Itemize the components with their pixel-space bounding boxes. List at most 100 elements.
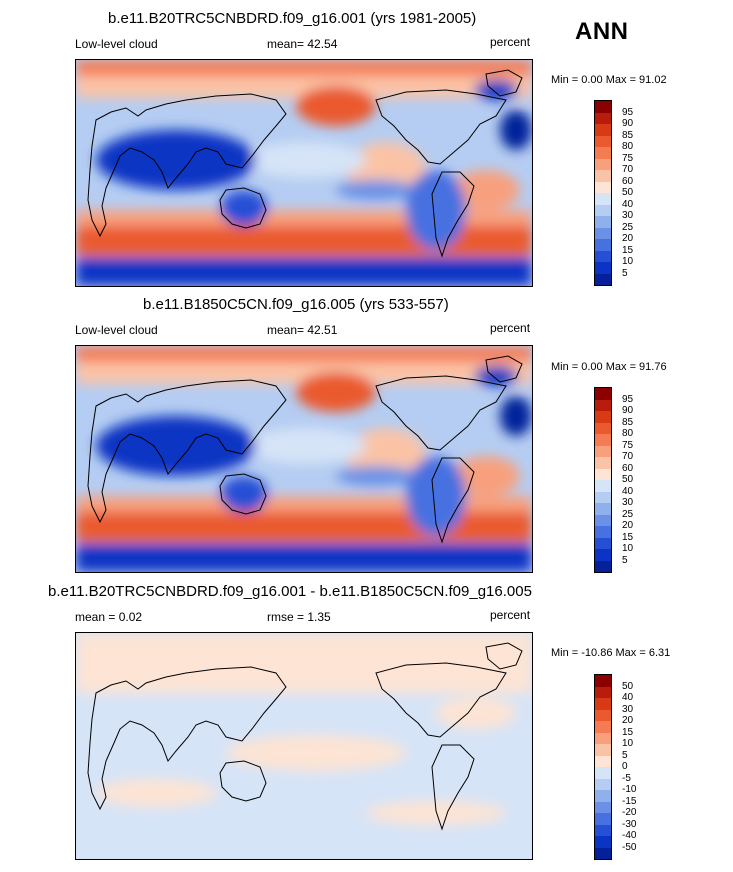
colorbar-swatch: [595, 101, 611, 113]
panel1-minmax: Min = 0.00 Max = 91.02: [551, 74, 667, 86]
panel3-rmse-label: rmse = 1.35: [267, 610, 331, 624]
colorbar-tick-label: 50: [622, 680, 634, 692]
colorbar-tick-label: 10: [622, 256, 634, 267]
colorbar-swatch: [595, 273, 611, 285]
colorbar-swatch: [595, 170, 611, 182]
panel3-units-label: percent: [490, 608, 531, 622]
coastline: [485, 642, 523, 670]
panel1-mean-label: mean= 42.54: [267, 37, 338, 51]
colorbar-tick-label: 20: [622, 715, 634, 726]
colorbar-swatch: [595, 227, 611, 239]
colorbar-tick-label: 60: [622, 175, 634, 187]
colorbar-swatch: [595, 147, 611, 159]
colorbar-tick-label: 0: [622, 761, 628, 772]
coastline: [219, 473, 267, 515]
colorbar-tick-label: -50: [622, 841, 637, 853]
colorbar-swatch: [595, 721, 611, 733]
panel1-colorbar: [594, 100, 612, 286]
colorbar-tick-label: 30: [622, 497, 634, 508]
colorbar-swatch: [595, 514, 611, 526]
colorbar-swatch: [595, 709, 611, 721]
colorbar-swatch: [595, 526, 611, 538]
panel1-title: b.e11.B20TRC5CNBDRD.f09_g16.001 (yrs 198…: [108, 10, 477, 27]
colorbar-tick-label: -40: [622, 830, 637, 841]
colorbar-swatch: [595, 112, 611, 124]
colorbar-swatch: [595, 698, 611, 710]
panel2-minmax: Min = 0.00 Max = 91.76: [551, 361, 667, 373]
control-svg: [76, 346, 532, 572]
colorbar-swatch: [595, 732, 611, 744]
colorbar-swatch: [595, 239, 611, 251]
colorbar-swatch: [595, 457, 611, 469]
coastline: [431, 457, 475, 544]
colorbar-tick-label: -15: [622, 795, 637, 807]
colorbar-tick-label: 20: [622, 520, 634, 531]
colorbar-swatch: [595, 503, 611, 515]
coastline: [375, 375, 507, 451]
coastline: [431, 744, 475, 831]
colorbar-swatch: [595, 468, 611, 480]
colorbar-tick-label: 60: [622, 462, 634, 474]
colorbar-tick-label: 30: [622, 703, 634, 715]
colorbar-tick-label: 15: [622, 726, 634, 738]
coastline: [87, 93, 287, 238]
colorbar-tick-label: 95: [622, 106, 634, 118]
colorbar-tick-label: 50: [622, 474, 634, 485]
colorbar-tick-label: 15: [622, 244, 634, 256]
colorbar-tick-label: 10: [622, 543, 634, 554]
colorbar-swatch: [595, 250, 611, 262]
colorbar-swatch: [595, 124, 611, 136]
colorbar-swatch: [595, 847, 611, 859]
coastline: [87, 379, 287, 524]
colorbar-tick-label: 40: [622, 692, 634, 703]
colorbar-swatch: [595, 158, 611, 170]
colorbar-tick-label: -30: [622, 818, 637, 830]
difference-map: [75, 632, 533, 860]
colorbar-tick-label: 40: [622, 198, 634, 210]
panel1-units-label: percent: [490, 35, 531, 49]
colorbar-swatch: [595, 399, 611, 411]
coastline: [485, 69, 523, 97]
colorbar-swatch: [595, 262, 611, 274]
colorbar-swatch: [595, 422, 611, 434]
colorbar-tick-label: 70: [622, 451, 634, 462]
colorbar-tick-label: -20: [622, 807, 637, 818]
colorbar-swatch: [595, 790, 611, 802]
colorbar-swatch: [595, 204, 611, 216]
panel3-mean-label: mean = 0.02: [75, 610, 143, 624]
panel2-title: b.e11.B1850C5CN.f09_g16.005 (yrs 533-557…: [143, 296, 449, 313]
colorbar-tick-label: 25: [622, 508, 634, 520]
colorbar-swatch: [595, 755, 611, 767]
colorbar-swatch: [595, 491, 611, 503]
panel3-colorbar: [594, 674, 612, 860]
colorbar-tick-label: 5: [622, 749, 628, 761]
colorbar-tick-label: 40: [622, 485, 634, 497]
colorbar-swatch: [595, 388, 611, 400]
colorbar-swatch: [595, 767, 611, 779]
colorbar-swatch: [595, 480, 611, 492]
colorbar-tick-label: 90: [622, 405, 634, 416]
colorbar-tick-label: 5: [622, 554, 628, 566]
coastline: [219, 760, 267, 802]
colorbar-swatch: [595, 824, 611, 836]
colorbar-tick-label: 50: [622, 187, 634, 198]
model-map: [75, 59, 533, 287]
control-map: [75, 345, 533, 573]
panel2-units-label: percent: [490, 321, 531, 335]
colorbar-tick-label: 85: [622, 129, 634, 141]
colorbar-tick-label: 95: [622, 393, 634, 405]
colorbar-tick-label: 30: [622, 210, 634, 221]
panel3-title: b.e11.B20TRC5CNBDRD.f09_g16.001 - b.e11.…: [48, 583, 532, 600]
difference-svg: [76, 633, 532, 859]
colorbar-tick-label: 85: [622, 416, 634, 428]
colorbar-swatch: [595, 445, 611, 457]
colorbar-swatch: [595, 216, 611, 228]
colorbar-swatch: [595, 778, 611, 790]
colorbar-swatch: [595, 537, 611, 549]
colorbar-swatch: [595, 135, 611, 147]
colorbar-tick-label: -5: [622, 772, 631, 784]
panel3-minmax: Min = -10.86 Max = 6.31: [551, 647, 671, 659]
colorbar-swatch: [595, 801, 611, 813]
coastline: [375, 89, 507, 165]
colorbar-tick-label: 5: [622, 267, 628, 279]
